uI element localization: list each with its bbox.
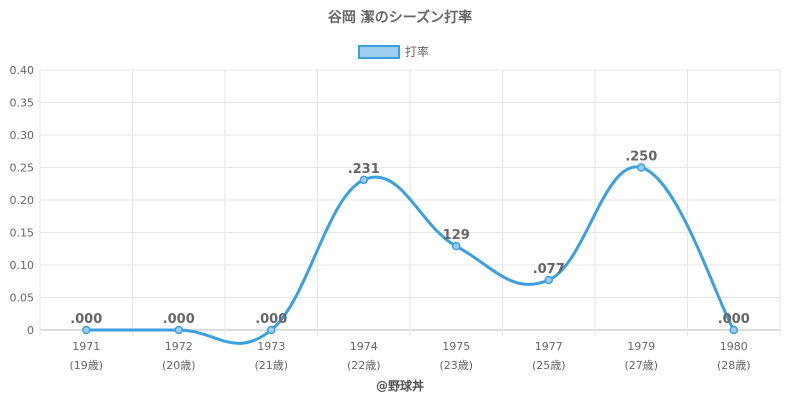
x-tick-label: 1980: [720, 340, 748, 353]
data-label: .000: [163, 312, 195, 327]
data-point[interactable]: [267, 325, 276, 335]
data-label: .000: [718, 312, 750, 327]
x-tick-label: 1979: [627, 340, 655, 353]
x-tick-sublabel: (25歳): [532, 359, 566, 372]
data-labels: .000 .000 .000 .231 129 .077 .250 .000: [70, 150, 750, 328]
y-tick-label: 0.35: [10, 97, 35, 110]
x-tick-label: 1977: [535, 340, 563, 353]
series-line: [82, 163, 738, 345]
data-point[interactable]: [359, 175, 368, 185]
y-tick-label: 0.15: [10, 227, 35, 240]
x-tick-label: 1972: [165, 340, 193, 353]
data-point[interactable]: [729, 325, 738, 335]
y-tick-label: 0.05: [10, 292, 35, 305]
x-tick-sublabel: (22歳): [347, 359, 381, 372]
legend-swatch: [358, 45, 400, 59]
y-axis: 0 0.05 0.10 0.15 0.20 0.25 0.30 0.35 0.40: [10, 64, 35, 337]
x-tick-label: 1971: [72, 340, 100, 353]
x-tick-sublabel: (23歳): [439, 359, 473, 372]
data-point[interactable]: [82, 325, 91, 335]
data-point[interactable]: [452, 241, 461, 251]
x-tick-sublabel: (21歳): [254, 359, 288, 372]
y-tick-label: 0.30: [10, 129, 35, 142]
x-tick-label: 1974: [350, 340, 378, 353]
x-tick-sublabel: (19歳): [69, 359, 103, 372]
grid: [39, 69, 781, 336]
data-label: .077: [533, 262, 565, 277]
data-label: .000: [70, 312, 102, 327]
x-axis: 1971 (19歳) 1972 (20歳) 1973 (21歳) 1974 (22歳) 1975…: [69, 340, 750, 372]
x-tick-sublabel: (20歳): [162, 359, 196, 372]
y-tick-label: 0: [27, 324, 34, 337]
x-tick-label: 1975: [442, 340, 470, 353]
data-point[interactable]: [174, 325, 183, 335]
chart-title: 谷岡 潔のシーズン打率: [328, 9, 472, 26]
data-label: 129: [443, 228, 470, 243]
data-point[interactable]: [544, 275, 553, 285]
data-label: .231: [348, 162, 380, 177]
x-tick-sublabel: (28歳): [717, 359, 751, 372]
legend-label: 打率: [405, 44, 429, 59]
y-tick-label: 0.25: [10, 162, 35, 175]
y-tick-label: 0.40: [10, 64, 35, 77]
y-tick-label: 0.20: [10, 194, 35, 207]
data-label: .000: [255, 312, 287, 327]
x-tick-sublabel: (27歳): [624, 359, 658, 372]
legend[interactable]: 打率: [358, 44, 429, 59]
data-point[interactable]: [637, 163, 646, 172]
footer-credit: @野球丼: [376, 378, 424, 393]
x-tick-label: 1973: [257, 340, 285, 353]
data-label: .250: [625, 150, 657, 165]
y-tick-label: 0.10: [10, 259, 35, 272]
